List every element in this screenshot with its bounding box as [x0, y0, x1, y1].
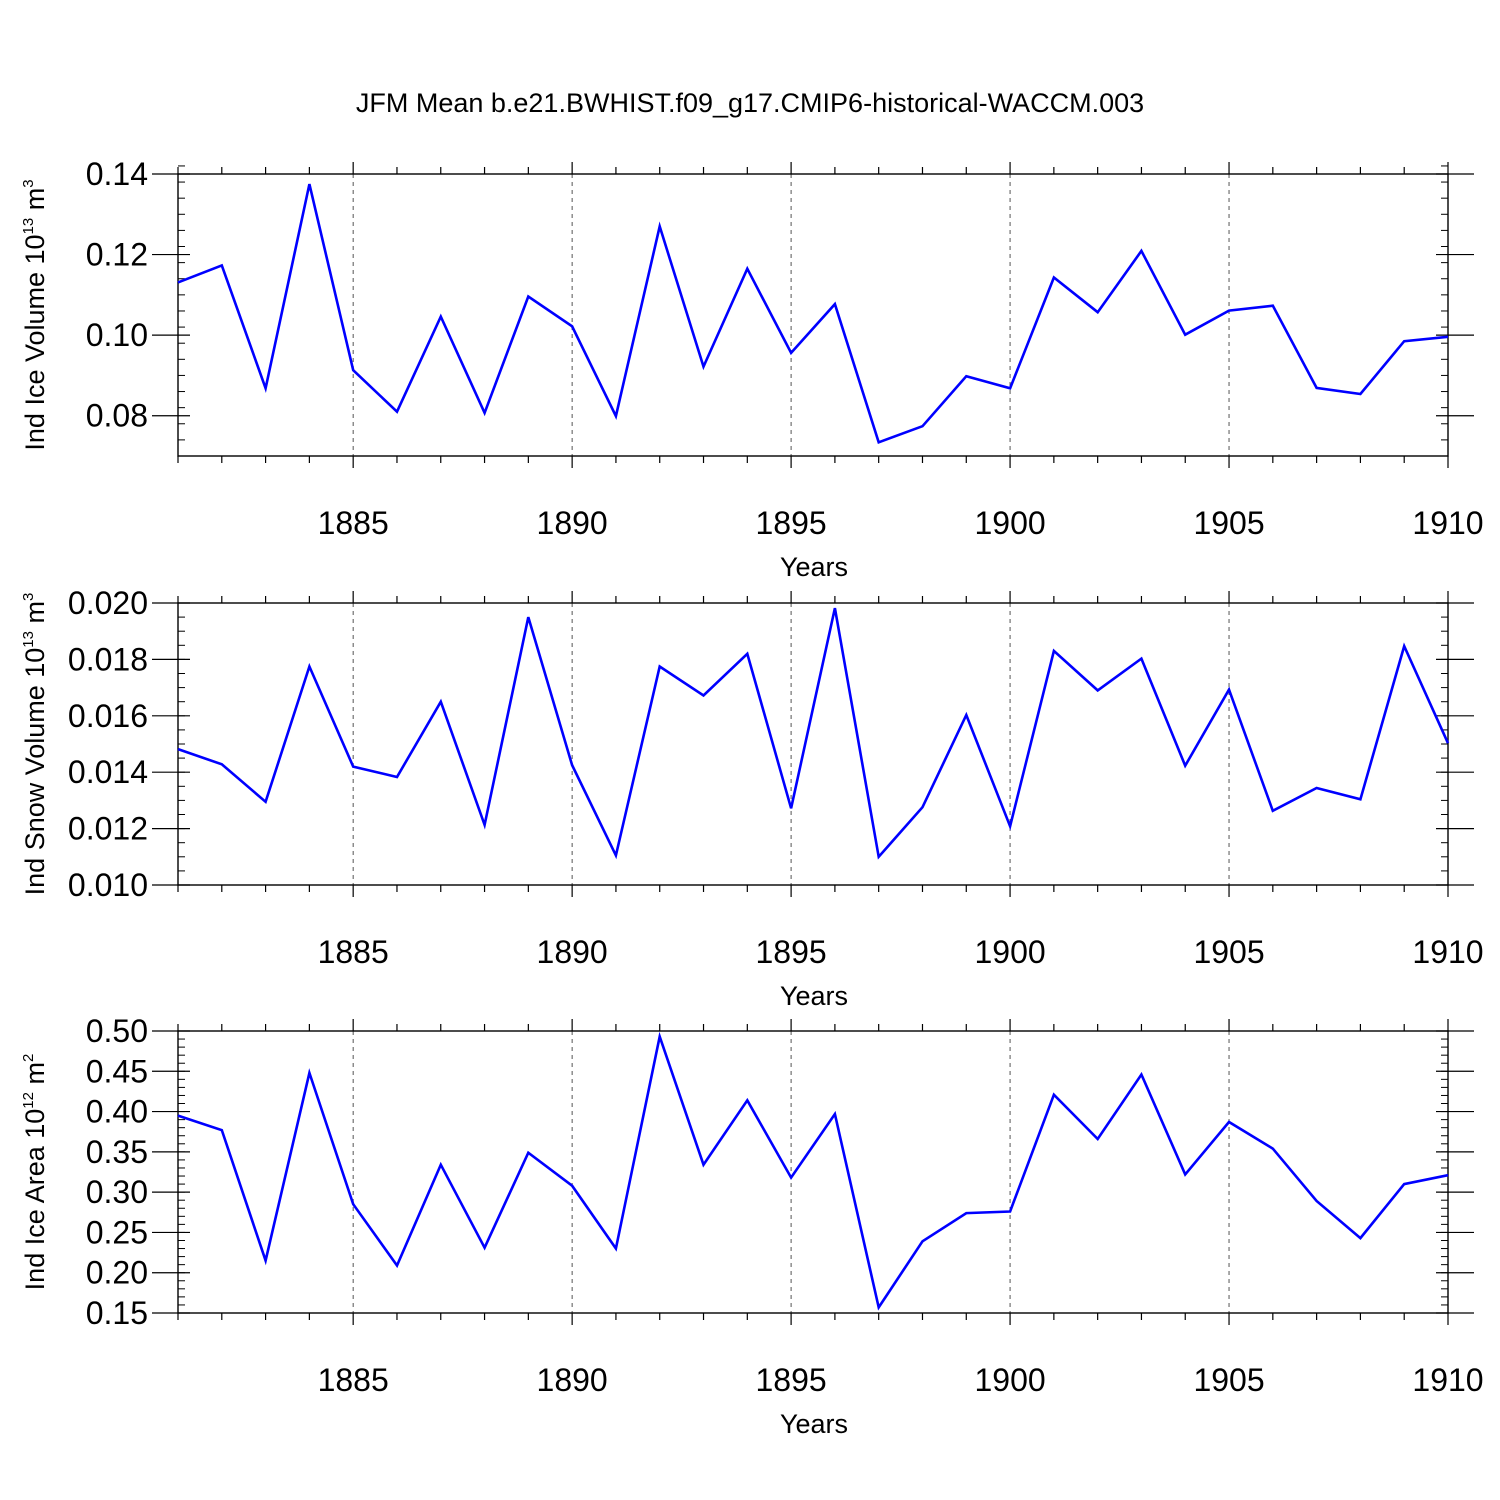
figure-title: JFM Mean b.e21.BWHIST.f09_g17.CMIP6-hist… — [356, 88, 1144, 118]
x-tick-label: 1905 — [1193, 505, 1264, 541]
x-axis-title: Years — [780, 1409, 848, 1439]
y-axis-title-unit: m — [20, 1062, 50, 1092]
x-tick-label: 1885 — [318, 934, 389, 970]
y-axis-title-exponent: 13 — [20, 218, 37, 235]
y-tick-label: 0.016 — [68, 698, 148, 734]
y-axis-title-text: Ind Snow Volume 10 — [20, 648, 50, 896]
x-axis-title: Years — [780, 981, 848, 1011]
x-axis-title: Years — [780, 552, 848, 582]
x-tick-label: 1895 — [756, 505, 827, 541]
y-tick-label: 0.012 — [68, 811, 148, 847]
x-tick-label: 1895 — [756, 934, 827, 970]
y-tick-label: 0.35 — [86, 1134, 148, 1170]
series-line — [177, 1031, 1449, 1311]
x-tick-label: 1910 — [1412, 934, 1483, 970]
y-tick-label: 0.15 — [86, 1295, 148, 1331]
plot-frame — [177, 173, 1449, 457]
x-tick-label: 1890 — [537, 1362, 608, 1398]
y-axis-title: Ind Ice Area 1012 m2 — [20, 1054, 50, 1291]
chart-panel-2: 0.010 0.012 0.014 0.016 0.018 0.020 1885 1890 18… — [20, 585, 1484, 1011]
chart-panel-1: 0.08 0.10 0.12 0.14 1885 1890 1895 1900 1905 1910… — [20, 156, 1484, 582]
plot-frame — [177, 1030, 1449, 1314]
x-tick-label: 1905 — [1193, 934, 1264, 970]
y-tick-label: 0.020 — [68, 585, 148, 621]
x-tick-label: 1890 — [537, 505, 608, 541]
y-axis-title-unit-power: 3 — [20, 593, 37, 601]
x-tick-label: 1890 — [537, 934, 608, 970]
y-axis-title: Ind Snow Volume 1013 m3 — [20, 593, 50, 896]
y-tick-label: 0.25 — [86, 1214, 148, 1250]
x-tick-label: 1885 — [318, 1362, 389, 1398]
y-tick-label: 0.14 — [86, 156, 148, 192]
panels-group: 0.08 0.10 0.12 0.14 1885 1890 1895 1900 1905 1910… — [20, 156, 1484, 1439]
y-tick-label: 0.12 — [86, 237, 148, 273]
x-tick-label: 1895 — [756, 1362, 827, 1398]
y-tick-label: 0.50 — [86, 1013, 148, 1049]
y-axis-title-text: Ind Ice Area 10 — [20, 1109, 50, 1291]
y-tick-label: 0.45 — [86, 1053, 148, 1089]
y-axis-title-unit-power: 2 — [20, 1054, 37, 1062]
y-axis-title-exponent: 12 — [20, 1092, 37, 1109]
series-line — [177, 183, 1449, 444]
y-tick-label: 0.08 — [86, 398, 148, 434]
y-tick-label: 0.10 — [86, 317, 148, 353]
y-tick-label: 0.010 — [68, 867, 148, 903]
y-tick-label: 0.018 — [68, 641, 148, 677]
chart-panel-3: 0.15 0.20 0.25 0.30 0.35 0.40 0.45 0.50 1885 1890… — [20, 1013, 1484, 1439]
x-tick-label: 1910 — [1412, 1362, 1483, 1398]
y-tick-label: 0.20 — [86, 1255, 148, 1291]
y-tick-label: 0.014 — [68, 754, 148, 790]
plot-frame — [177, 602, 1449, 886]
y-axis-title: Ind Ice Volume 1013 m3 — [20, 179, 50, 450]
y-tick-label: 0.30 — [86, 1174, 148, 1210]
x-tick-label: 1905 — [1193, 1362, 1264, 1398]
x-tick-label: 1900 — [974, 1362, 1045, 1398]
y-axis-title-exponent: 13 — [20, 631, 37, 648]
y-axis-title-unit: m — [20, 601, 50, 631]
x-tick-label: 1910 — [1412, 505, 1483, 541]
series-line — [177, 607, 1450, 860]
x-tick-label: 1900 — [974, 505, 1045, 541]
y-axis-title-unit: m — [20, 188, 50, 218]
x-tick-label: 1885 — [318, 505, 389, 541]
y-tick-label: 0.40 — [86, 1094, 148, 1130]
y-axis-title-unit-power: 3 — [20, 179, 37, 187]
x-tick-label: 1900 — [974, 934, 1045, 970]
y-axis-title-text: Ind Ice Volume 10 — [20, 234, 50, 450]
